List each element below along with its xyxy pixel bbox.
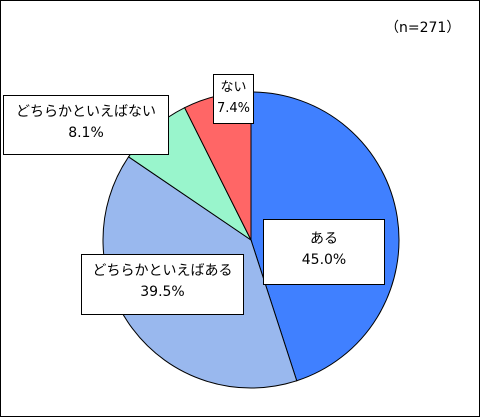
- label-nai-value: 7.4%: [216, 101, 251, 116]
- label-dochiraka-nai-text: どちらかといえばない: [16, 104, 156, 120]
- label-dochiraka-aru-value: 39.5%: [140, 284, 185, 300]
- label-aru: ある 45.0%: [263, 219, 385, 285]
- label-dochiraka-aru-text: どちらかといえばある: [92, 263, 233, 279]
- label-aru-value: 45.0%: [301, 252, 347, 268]
- label-dochiraka-nai-value: 8.1%: [68, 125, 104, 141]
- label-aru-text: ある: [310, 231, 338, 247]
- label-nai: ない 7.4%: [213, 74, 254, 124]
- sample-size-note: （n=271）: [385, 20, 461, 36]
- label-dochiraka-nai: どちらかといえばない 8.1%: [3, 95, 169, 155]
- label-dochiraka-aru: どちらかといえばある 39.5%: [81, 254, 244, 315]
- label-nai-text: ない: [220, 80, 247, 95]
